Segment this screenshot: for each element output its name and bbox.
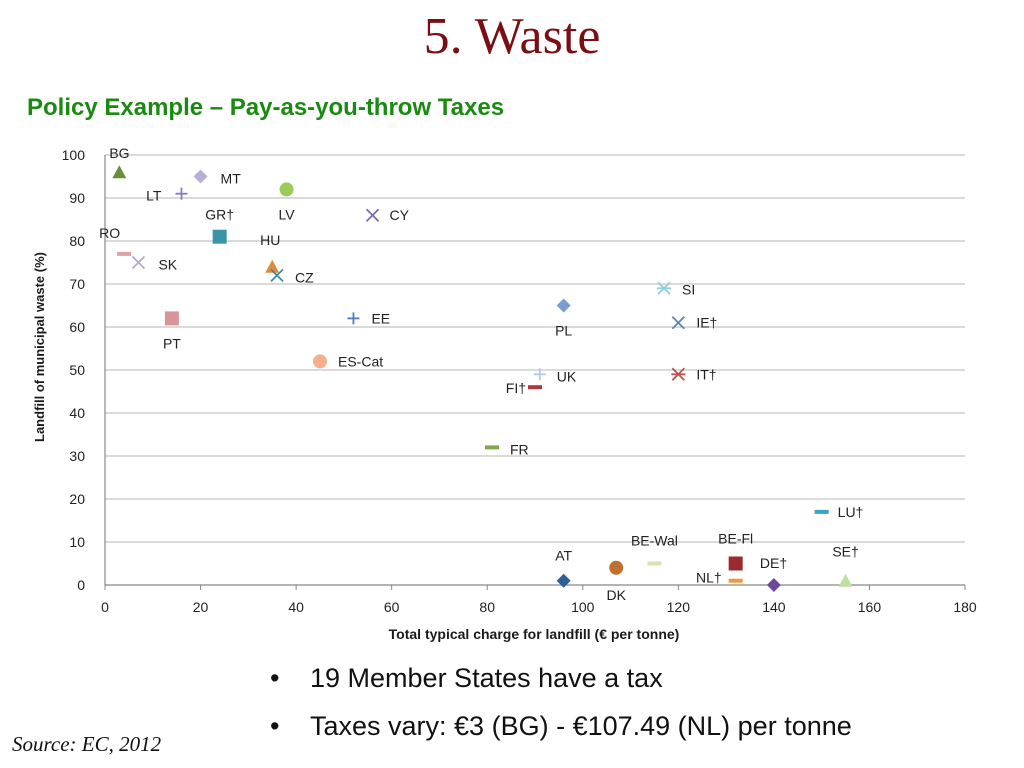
x-tick-label: 80	[479, 599, 495, 615]
bullet-text: Taxes vary: €3 (BG) - €107.49 (NL) per t…	[310, 711, 852, 741]
point-label: CY	[390, 207, 410, 223]
point-de-marker	[766, 578, 781, 592]
x-tick-label: 0	[101, 599, 109, 615]
y-tick-label: 0	[77, 577, 85, 593]
point-label: SE†	[832, 544, 858, 560]
point-labels: BG MT LT LV GR† CY RO SK HU CZ PT EE ES-Cat PL SI IE† UK…	[99, 145, 863, 603]
bullet-list: • 19 Member States have a tax • Taxes vary…	[270, 658, 852, 754]
point-label: PL	[555, 323, 572, 339]
point-label: BE-Fl	[718, 531, 753, 547]
point-uk-marker	[533, 368, 546, 381]
point-lv-marker	[279, 182, 294, 197]
point-it-marker	[671, 367, 686, 381]
point-label: PT	[163, 335, 181, 351]
point-ro-marker	[117, 251, 132, 256]
point-fi-marker	[528, 385, 542, 390]
point-hu-marker	[265, 259, 280, 273]
point-label: DK	[606, 587, 626, 603]
landfill-scatter-chart: 0 10 20 30 40 50 60 70 80 90 100 0 20 40 60 80 100 120 14…	[32, 145, 977, 642]
x-tick-label: 20	[193, 599, 209, 615]
y-tick-labels: 0 10 20 30 40 50 60 70 80 90 100	[62, 147, 86, 593]
y-tick-label: 90	[69, 190, 85, 206]
y-tick-label: 80	[69, 233, 85, 249]
point-label: IE†	[696, 315, 717, 331]
y-tick-label: 50	[69, 362, 85, 378]
point-be-fl-marker	[728, 556, 743, 571]
chart-axes	[104, 155, 966, 590]
point-se-marker	[838, 573, 853, 587]
point-label: MT	[221, 171, 242, 187]
x-tick-label: 100	[571, 599, 595, 615]
chart-points	[112, 165, 853, 592]
point-gr-marker	[212, 229, 227, 244]
bullet-dot: •	[270, 711, 280, 741]
point-si-marker	[657, 281, 671, 295]
point-label: SK	[158, 257, 177, 273]
bullet-text: 19 Member States have a tax	[310, 663, 663, 693]
point-label: CZ	[295, 269, 314, 285]
x-tick-labels: 0 20 40 60 80 100 120 140 160 180	[101, 599, 977, 615]
point-mt-marker	[193, 169, 208, 184]
point-label: LV	[279, 206, 296, 222]
y-tick-label: 10	[69, 534, 85, 550]
bullet-dot: •	[270, 663, 280, 693]
point-ie-marker	[671, 316, 685, 330]
point-label: DE†	[760, 555, 787, 571]
bullet-item: • 19 Member States have a tax	[270, 658, 852, 706]
point-label: NL†	[696, 570, 722, 586]
point-at-marker	[556, 573, 571, 588]
y-tick-label: 40	[69, 405, 85, 421]
y-tick-label: 100	[62, 147, 86, 163]
point-pt-marker	[164, 311, 179, 326]
x-tick-label: 120	[667, 599, 691, 615]
source-note: Source: EC, 2012	[12, 732, 162, 756]
point-label: HU	[260, 232, 280, 248]
point-label: GR†	[205, 207, 234, 223]
point-lt-marker	[175, 187, 188, 200]
x-tick-label: 180	[953, 599, 977, 615]
x-tick-label: 60	[384, 599, 400, 615]
chart-gridlines	[105, 154, 965, 543]
point-label: RO	[99, 225, 120, 241]
point-ee-marker	[347, 312, 360, 325]
point-label: AT	[555, 548, 572, 564]
slide-title: 5. Waste	[423, 8, 601, 65]
y-tick-label: 70	[69, 276, 85, 292]
y-tick-label: 20	[69, 491, 85, 507]
point-be-wal-marker	[647, 561, 662, 566]
point-cy-marker	[365, 208, 380, 222]
point-sk-marker	[131, 255, 146, 270]
point-label: BE-Wal	[631, 533, 678, 549]
x-tick-label: 160	[858, 599, 882, 615]
x-axis-label: Total typical charge for landfill (€ per…	[389, 626, 680, 642]
point-cz-marker	[270, 268, 284, 283]
point-label: LU†	[838, 504, 864, 520]
point-bg-marker	[112, 165, 127, 179]
point-label: LT	[146, 188, 162, 204]
point-pl-marker	[556, 298, 571, 313]
point-label: SI	[682, 281, 695, 297]
point-nl-marker	[728, 578, 743, 583]
point-label: ES-Cat	[338, 353, 383, 369]
point-label: FI†	[506, 380, 526, 396]
point-label: BG	[109, 145, 129, 161]
bullet-item: • Taxes vary: €3 (BG) - €107.49 (NL) per …	[270, 706, 852, 754]
point-dk-marker	[609, 560, 624, 575]
slide-subtitle: Policy Example – Pay-as-you-throw Taxes	[27, 94, 505, 121]
x-tick-label: 140	[762, 599, 786, 615]
x-tick-label: 40	[288, 599, 304, 615]
point-label: UK	[557, 368, 577, 384]
point-label: IT†	[696, 366, 716, 382]
point-fr-marker	[485, 445, 499, 450]
y-tick-label: 60	[69, 319, 85, 335]
point-es-cat-marker	[313, 354, 327, 369]
y-axis-label: Landfill of municipal waste (%)	[32, 252, 47, 442]
point-label: FR	[510, 441, 529, 457]
point-lu-marker	[814, 509, 829, 514]
point-label: EE	[371, 310, 390, 326]
y-tick-label: 30	[69, 448, 85, 464]
